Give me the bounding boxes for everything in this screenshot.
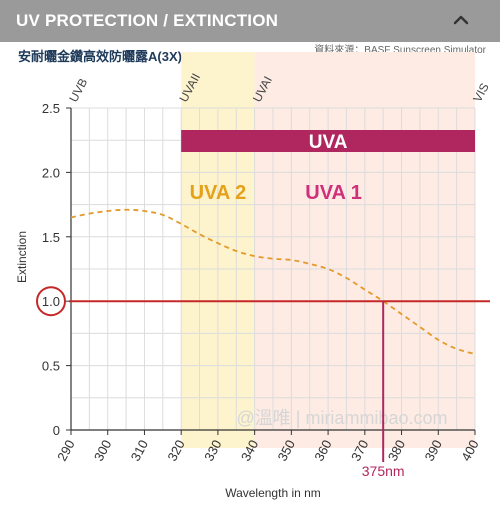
- threshold-highlight-circle: [36, 286, 66, 317]
- chevron-up-icon[interactable]: [452, 11, 470, 29]
- panel-title: UV PROTECTION / EXTINCTION: [16, 11, 279, 30]
- region-label-uva-2: UVA 2: [190, 182, 247, 204]
- y-tick-label: 2.5: [42, 101, 60, 116]
- x-tick-label: 290: [54, 437, 77, 463]
- product-subtitle: 安耐曬金鑽高效防曬露A(3X): [18, 49, 182, 64]
- y-axis-title: Extinction: [15, 231, 29, 283]
- y-tick-label: 1.5: [42, 230, 60, 245]
- x-tick-label: 310: [128, 437, 151, 463]
- marker-label: 375nm: [362, 463, 405, 479]
- y-tick-label: 0: [53, 423, 60, 438]
- region-label-uva-1: UVA 1: [305, 182, 362, 204]
- uva-bar-label: UVA: [309, 132, 348, 153]
- uva-bar: [181, 130, 475, 152]
- data-source-note: 資料來源：BASF Sunscreen Simulator: [314, 45, 486, 56]
- y-tick-label: 1.0: [42, 294, 60, 309]
- y-tick-label: 0.5: [42, 359, 60, 374]
- y-tick-label: 2.0: [42, 165, 60, 180]
- watermark-text: @溫唯 | miriammibao.com: [237, 408, 448, 428]
- x-tick-label: 300: [91, 437, 114, 463]
- extinction-curve: [70, 208, 476, 355]
- band-label-uvb: UVB: [66, 76, 90, 104]
- x-axis-title: Wavelength in nm: [225, 486, 321, 500]
- panel-header: UV PROTECTION / EXTINCTION: [0, 0, 500, 42]
